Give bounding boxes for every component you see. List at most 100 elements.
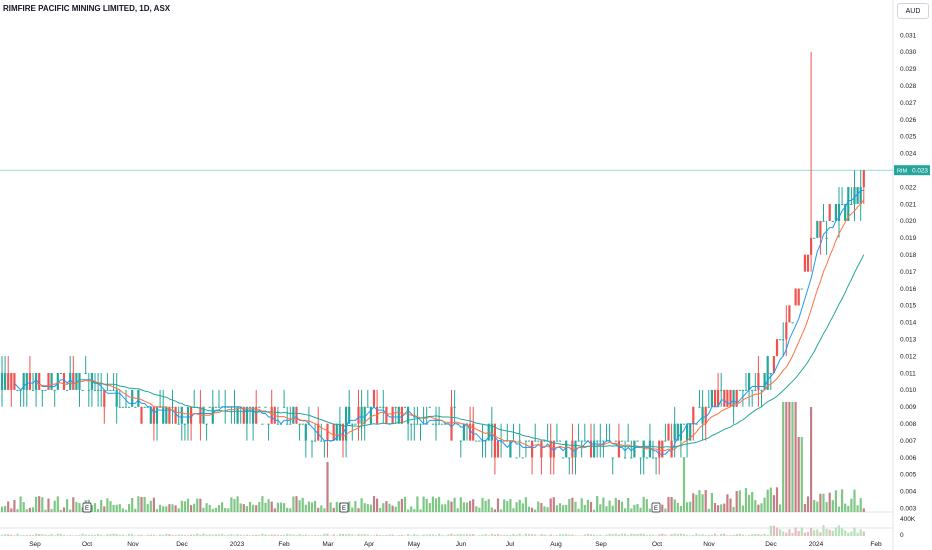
volume-bar <box>137 496 140 512</box>
volume-bar <box>689 501 692 512</box>
candle-body <box>806 254 810 272</box>
candle-body <box>41 389 44 391</box>
candle-body <box>636 440 639 442</box>
candle-body <box>56 373 59 390</box>
indicator-bar <box>289 534 292 536</box>
volume-bar <box>577 508 580 512</box>
candle-body <box>720 389 723 391</box>
volume-bar <box>766 489 769 512</box>
candle-body <box>155 406 159 424</box>
indicator-bar <box>617 534 620 536</box>
volume-bar <box>453 497 456 512</box>
earnings-marker: E <box>85 506 89 512</box>
volume-bar <box>298 500 301 512</box>
indicator-bar <box>93 534 97 536</box>
volume-bar <box>416 496 419 512</box>
volume-bar <box>47 498 50 512</box>
candle-body <box>441 423 444 425</box>
indicator-bar <box>686 534 689 536</box>
volume-bar <box>332 507 335 512</box>
y-tick-label: 0.014 <box>900 320 917 327</box>
volume-bar <box>540 503 543 512</box>
volume-bar <box>735 491 738 512</box>
indicator-bar <box>258 534 261 536</box>
volume-bar <box>732 506 735 512</box>
volume-bar <box>112 504 115 512</box>
candle-body <box>90 373 93 390</box>
candle-body <box>382 406 385 408</box>
indicator-bar <box>717 535 720 536</box>
indicator-bar <box>816 529 819 536</box>
indicator-bar <box>478 535 481 536</box>
indicator-bar <box>403 535 407 536</box>
indicator-bar <box>118 534 121 536</box>
x-tick-label: Oct <box>82 541 92 548</box>
x-tick-label: Sep <box>595 541 607 548</box>
candle-body <box>580 440 583 442</box>
volume-bar <box>348 501 351 512</box>
indicator-bar <box>599 534 602 536</box>
indicator-bar <box>475 535 478 536</box>
volume-bar <box>131 497 134 512</box>
volume-bar <box>844 503 847 512</box>
indicator-bar <box>283 534 286 536</box>
volume-bar <box>642 496 645 512</box>
y-tick-label: 0.008 <box>900 421 917 428</box>
volume-bar <box>388 503 391 512</box>
candle-body <box>698 406 701 408</box>
y-tick-label: 0.019 <box>900 235 917 242</box>
candle-body <box>531 440 534 458</box>
volume-bar <box>211 508 214 512</box>
indicator-bar <box>391 534 394 536</box>
candle-body <box>320 440 323 442</box>
volume-bar <box>571 497 574 512</box>
currency-button[interactable]: AUD <box>897 3 929 19</box>
indicator-bar <box>428 534 431 536</box>
candle-body <box>62 373 66 390</box>
candle-body <box>13 373 16 390</box>
indicator-bar <box>56 533 59 536</box>
indicator-bar <box>97 534 100 536</box>
indicator-bar <box>50 533 53 536</box>
candle-body <box>490 423 493 441</box>
indicator-bar <box>645 534 648 536</box>
candle-body <box>183 423 186 425</box>
candle-body <box>72 373 75 390</box>
candle-body <box>689 423 692 441</box>
candle-body <box>469 423 472 441</box>
candle-body <box>841 204 844 205</box>
volume-bar <box>856 505 859 512</box>
volume-bar <box>682 457 686 512</box>
candle-body <box>286 423 289 425</box>
indicator-bar <box>177 534 180 536</box>
indicator-bar <box>521 535 524 536</box>
y-tick-label: 0.013 <box>900 337 917 344</box>
candle-body <box>797 288 800 306</box>
y-tick-label: 0.012 <box>900 353 917 360</box>
indicator-bar <box>503 534 506 536</box>
indicator-bar <box>273 534 276 536</box>
indicator-bar <box>236 534 239 536</box>
volume-bar <box>661 504 664 512</box>
indicator-bar <box>66 535 69 536</box>
y-tick-label: 0.025 <box>900 134 917 141</box>
indicator-bar <box>357 534 360 536</box>
indicator-bar <box>348 533 351 536</box>
volume-bar <box>199 498 202 512</box>
indicator-bar <box>16 533 19 536</box>
volume-bar <box>307 501 310 512</box>
indicator-bar <box>25 535 28 536</box>
volume-bar <box>549 498 552 512</box>
indicator-bar <box>255 534 258 536</box>
indicator-bar <box>59 533 62 536</box>
indicator-bar <box>707 534 710 536</box>
indicator-bar <box>704 535 707 536</box>
candle-body <box>475 440 478 442</box>
candle-body <box>462 423 465 441</box>
price-tag-value: 0.023 <box>912 168 928 175</box>
candle-body <box>630 457 633 459</box>
indicator-bar <box>552 535 555 536</box>
candle-body <box>624 457 627 459</box>
volume-bar <box>599 504 602 512</box>
